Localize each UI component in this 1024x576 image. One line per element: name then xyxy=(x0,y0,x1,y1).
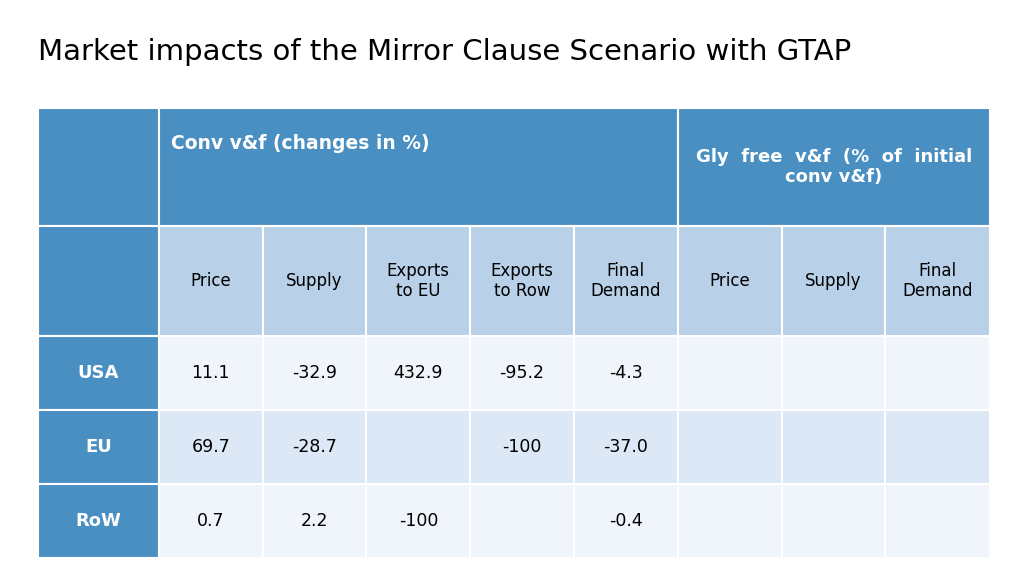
Text: -4.3: -4.3 xyxy=(609,364,643,382)
Bar xyxy=(38,484,159,558)
Bar xyxy=(367,410,470,484)
Bar xyxy=(159,336,263,410)
Bar xyxy=(159,410,263,484)
Bar xyxy=(781,410,886,484)
Bar xyxy=(678,484,781,558)
Text: -100: -100 xyxy=(398,512,438,530)
Text: 11.1: 11.1 xyxy=(191,364,230,382)
Text: Price: Price xyxy=(710,272,750,290)
Text: Supply: Supply xyxy=(287,272,343,290)
Text: USA: USA xyxy=(78,364,119,382)
Bar xyxy=(470,336,574,410)
Bar xyxy=(263,226,367,336)
Text: Gly  free  v&f  (%  of  initial
conv v&f): Gly free v&f (% of initial conv v&f) xyxy=(695,147,972,187)
Bar xyxy=(886,226,990,336)
Text: 69.7: 69.7 xyxy=(191,438,230,456)
Bar xyxy=(470,410,574,484)
Bar xyxy=(678,410,781,484)
Text: 2.2: 2.2 xyxy=(301,512,329,530)
Text: RoW: RoW xyxy=(76,512,122,530)
Bar xyxy=(781,226,886,336)
Bar xyxy=(574,410,678,484)
Bar xyxy=(886,410,990,484)
Bar xyxy=(574,336,678,410)
Text: -95.2: -95.2 xyxy=(500,364,545,382)
Text: -28.7: -28.7 xyxy=(292,438,337,456)
Text: EU: EU xyxy=(85,438,112,456)
Text: -100: -100 xyxy=(503,438,542,456)
Bar xyxy=(574,484,678,558)
Text: Exports
to Row: Exports to Row xyxy=(490,262,554,301)
Text: Exports
to EU: Exports to EU xyxy=(387,262,450,301)
Bar xyxy=(678,336,781,410)
Text: 432.9: 432.9 xyxy=(393,364,443,382)
Bar xyxy=(574,226,678,336)
Bar xyxy=(159,108,678,226)
Bar xyxy=(470,484,574,558)
Bar xyxy=(781,484,886,558)
Bar xyxy=(263,336,367,410)
Text: Conv v&f (changes in %): Conv v&f (changes in %) xyxy=(171,134,429,153)
Text: Market impacts of the Mirror Clause Scenario with GTAP: Market impacts of the Mirror Clause Scen… xyxy=(38,38,851,66)
Text: Supply: Supply xyxy=(805,272,861,290)
Bar xyxy=(38,226,159,336)
Text: Final
Demand: Final Demand xyxy=(902,262,973,301)
Bar xyxy=(38,108,159,226)
Bar xyxy=(678,108,990,226)
Text: -0.4: -0.4 xyxy=(609,512,643,530)
Text: -37.0: -37.0 xyxy=(603,438,648,456)
Text: Price: Price xyxy=(190,272,231,290)
Text: -32.9: -32.9 xyxy=(292,364,337,382)
Bar xyxy=(38,336,159,410)
Bar xyxy=(38,410,159,484)
Bar xyxy=(886,484,990,558)
Bar xyxy=(263,410,367,484)
Text: 0.7: 0.7 xyxy=(197,512,224,530)
Bar xyxy=(367,336,470,410)
Bar xyxy=(470,226,574,336)
Bar xyxy=(159,484,263,558)
Text: Final
Demand: Final Demand xyxy=(591,262,662,301)
Bar xyxy=(367,484,470,558)
Bar xyxy=(159,226,263,336)
Bar xyxy=(886,336,990,410)
Bar xyxy=(367,226,470,336)
Bar xyxy=(678,226,781,336)
Bar xyxy=(781,336,886,410)
Bar xyxy=(263,484,367,558)
